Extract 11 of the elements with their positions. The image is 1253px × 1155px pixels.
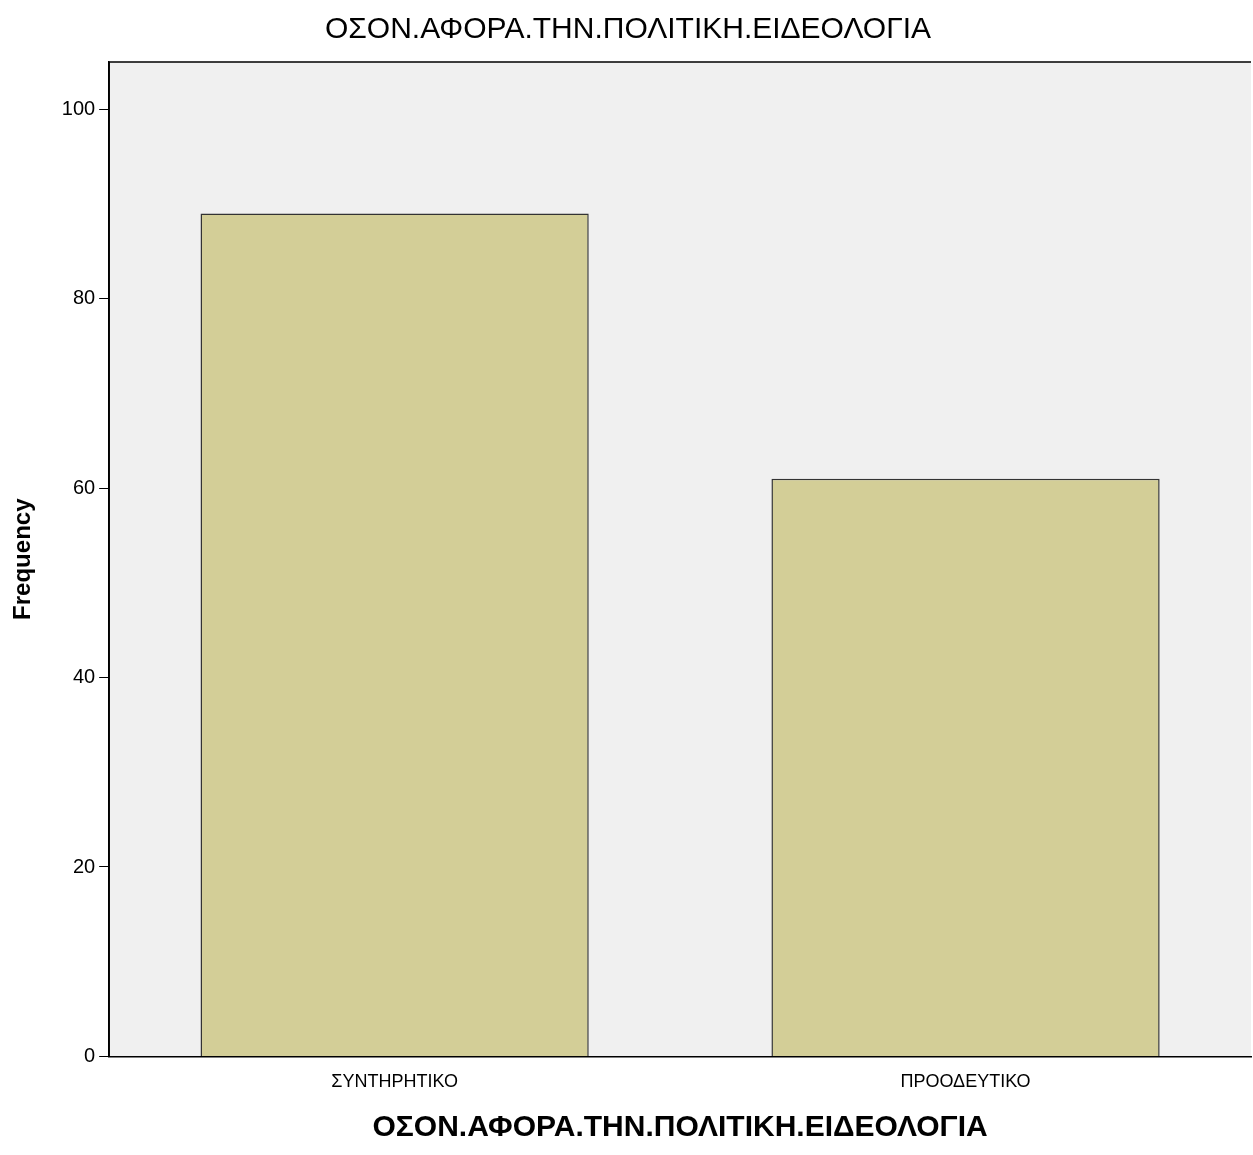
y-tick-label: 60 (72, 475, 96, 498)
y-tick-label: 20 (72, 854, 96, 877)
x-tick-label: ΠΡΟΟΔΕΥΤΙΚΟ (900, 1071, 1031, 1092)
x-axis-title: ΟΣΟΝ.ΑΦΟΡΑ.ΤΗΝ.ΠΟΛΙΤΙΚΗ.ΕΙΔΕΟΛΟΓΙΑ (372, 1109, 988, 1143)
chart-title: ΟΣΟΝ.ΑΦΟΡΑ.ΤΗΝ.ΠΟΛΙΤΙΚΗ.ΕΙΔΕΟΛΟΓΙΑ (324, 11, 932, 45)
y-tick-label: 80 (72, 286, 96, 309)
y-tick-label: 100 (61, 96, 96, 119)
y-axis-title: Frequency (8, 497, 36, 620)
y-tick-label: 0 (84, 1043, 96, 1066)
y-tick-label: 40 (72, 665, 96, 688)
x-tick-label: ΣΥΝΤΗΡΗΤΙΚΟ (331, 1071, 458, 1092)
